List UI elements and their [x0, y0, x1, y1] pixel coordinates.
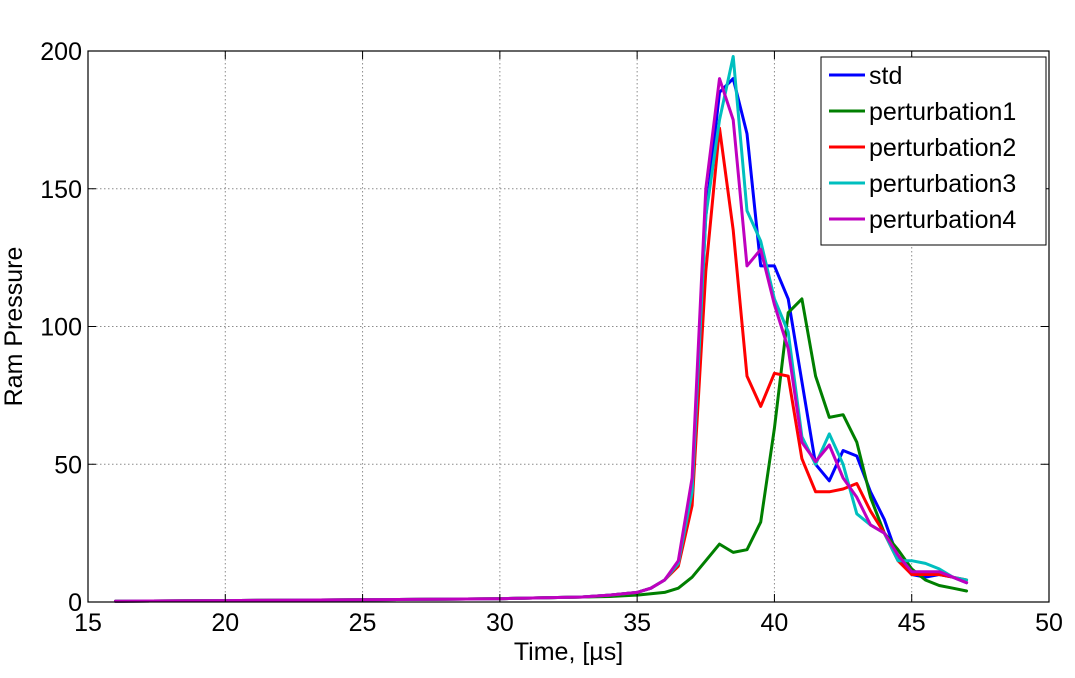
y-tick-label: 50 — [54, 451, 82, 479]
legend-box — [820, 56, 1047, 246]
y-tick-label: 200 — [40, 38, 82, 66]
legend-label: perturbation1 — [869, 98, 1016, 126]
legend-label: perturbation4 — [869, 206, 1016, 234]
legend-label: perturbation2 — [869, 134, 1016, 162]
axis-ticks: 15 20 25 30 35 40 45 50 0 50 100 150 200 — [40, 38, 1063, 637]
x-tick-label: 15 — [74, 609, 102, 637]
x-tick-label: 20 — [211, 609, 239, 637]
series-line-perturbation1 — [114, 297, 969, 603]
legend: std perturbation1 perturbation2 perturbatio… — [820, 56, 1047, 246]
series-line-perturbation4 — [114, 77, 969, 603]
legend-label: std — [869, 62, 902, 90]
x-tick-label: 40 — [761, 609, 789, 637]
x-tick-label: 50 — [1035, 609, 1063, 637]
x-tick-label: 25 — [349, 609, 377, 637]
y-tick-label: 0 — [68, 589, 82, 617]
x-tick-label: 35 — [623, 609, 651, 637]
x-tick-label: 30 — [486, 609, 514, 637]
series-lines — [114, 55, 969, 603]
legend-label: perturbation3 — [869, 170, 1016, 198]
x-axis-label: Time, [µs] — [514, 638, 623, 666]
y-axis-label: Ram Pressure — [0, 247, 28, 407]
y-tick-label: 100 — [40, 314, 82, 342]
x-tick-label: 45 — [898, 609, 926, 637]
y-tick-label: 150 — [40, 176, 82, 204]
